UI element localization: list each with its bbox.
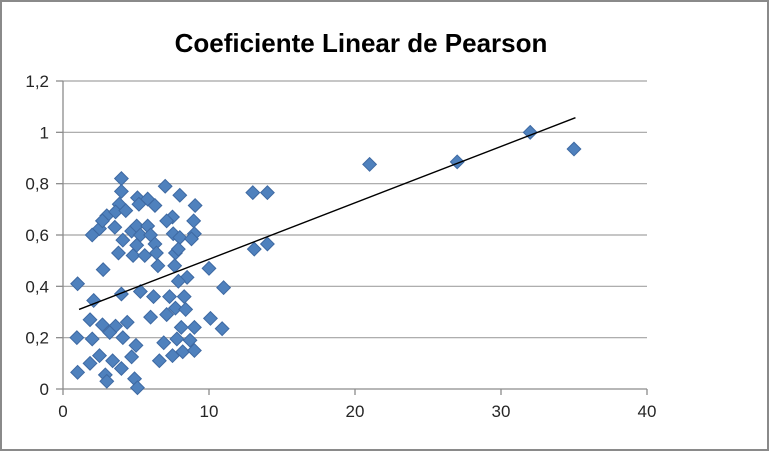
scatter-point <box>159 213 175 229</box>
scatter-point <box>82 355 98 371</box>
scatter-point <box>170 241 186 257</box>
scatter-point <box>118 203 134 219</box>
scatter-point <box>102 325 118 341</box>
scatter-point <box>183 231 199 247</box>
x-tick-label: 40 <box>638 402 657 421</box>
scatter-point <box>140 191 156 207</box>
scatter-point <box>115 232 131 248</box>
scatter-point <box>186 319 202 335</box>
scatter-point <box>362 156 378 172</box>
scatter-point <box>175 344 191 360</box>
scatter-point <box>165 226 181 242</box>
scatter-point <box>566 141 582 157</box>
y-tick-label: 0,4 <box>25 277 49 296</box>
scatter-point <box>449 154 465 170</box>
scatter-point <box>110 245 126 261</box>
scatter-point <box>186 213 202 229</box>
scatter-point <box>124 349 140 365</box>
scatter-point <box>186 342 202 359</box>
scatter-point <box>113 286 129 302</box>
chart-title: Coeficiente Linear de Pearson <box>174 28 548 58</box>
scatter-point <box>113 183 129 199</box>
scatter-point <box>86 292 102 308</box>
scatter-point <box>172 187 188 203</box>
scatter-point <box>162 289 178 305</box>
scatter-point <box>147 197 163 213</box>
scatter-point <box>94 317 110 333</box>
scatter-point <box>129 380 145 396</box>
scatter-point <box>216 280 232 296</box>
scatter-point <box>105 353 121 369</box>
scatter-point <box>150 258 166 274</box>
scatter-point <box>70 276 86 292</box>
y-tick-label: 0,8 <box>25 175 49 194</box>
scatter-point <box>113 360 129 376</box>
scatter-point <box>94 213 110 229</box>
scatter-point <box>132 283 148 299</box>
scatter-point <box>167 300 183 316</box>
scatter-point <box>156 335 172 351</box>
scatter-point <box>95 262 111 278</box>
scatter-point <box>522 124 538 140</box>
scatter-point <box>143 309 159 325</box>
y-tick-label: 0,6 <box>25 226 49 245</box>
scatter-point <box>202 310 218 326</box>
scatter-point <box>91 348 108 364</box>
scatter-point <box>157 178 173 194</box>
scatter-point <box>137 248 153 264</box>
y-tick-label: 0 <box>40 380 49 399</box>
scatter-point <box>107 219 123 235</box>
scatter-point <box>173 319 189 335</box>
scatter-point <box>148 245 164 261</box>
y-tick-label: 1 <box>40 123 49 142</box>
scatter-point <box>70 364 86 380</box>
scatter-point <box>178 301 194 317</box>
scatter-point <box>259 236 275 252</box>
scatter-point <box>245 185 261 201</box>
x-tick-label: 0 <box>58 402 67 421</box>
scatter-point <box>99 373 115 389</box>
scatter-point <box>182 332 198 348</box>
x-tick-label: 10 <box>200 402 219 421</box>
scatter-point <box>187 197 203 213</box>
scatter-point <box>214 321 230 337</box>
scatter-point <box>69 330 85 346</box>
scatter-point <box>246 241 262 257</box>
y-tick-label: 0,2 <box>25 329 49 348</box>
scatter-point <box>82 312 98 328</box>
scatter-point <box>179 269 195 285</box>
scatter-point <box>176 289 192 305</box>
scatter-point <box>115 330 131 346</box>
scatter-point <box>169 331 185 347</box>
y-tick-label: 1,2 <box>25 72 49 91</box>
scatter-point <box>125 248 141 264</box>
scatter-point <box>128 337 144 353</box>
scatter-point <box>170 273 186 289</box>
x-tick-label: 20 <box>346 402 365 421</box>
scatter-point <box>129 237 145 253</box>
x-tick-label: 30 <box>492 402 511 421</box>
trend-line <box>78 117 576 311</box>
scatter-point <box>84 331 100 347</box>
scatter-point <box>159 307 175 323</box>
scatter-point <box>151 353 167 369</box>
scatter-point <box>146 289 162 305</box>
scatter-point <box>131 196 147 212</box>
scatter-point <box>201 260 217 276</box>
scatter-point <box>84 227 100 243</box>
scatter-point <box>119 314 135 330</box>
scatter-point <box>259 185 275 201</box>
